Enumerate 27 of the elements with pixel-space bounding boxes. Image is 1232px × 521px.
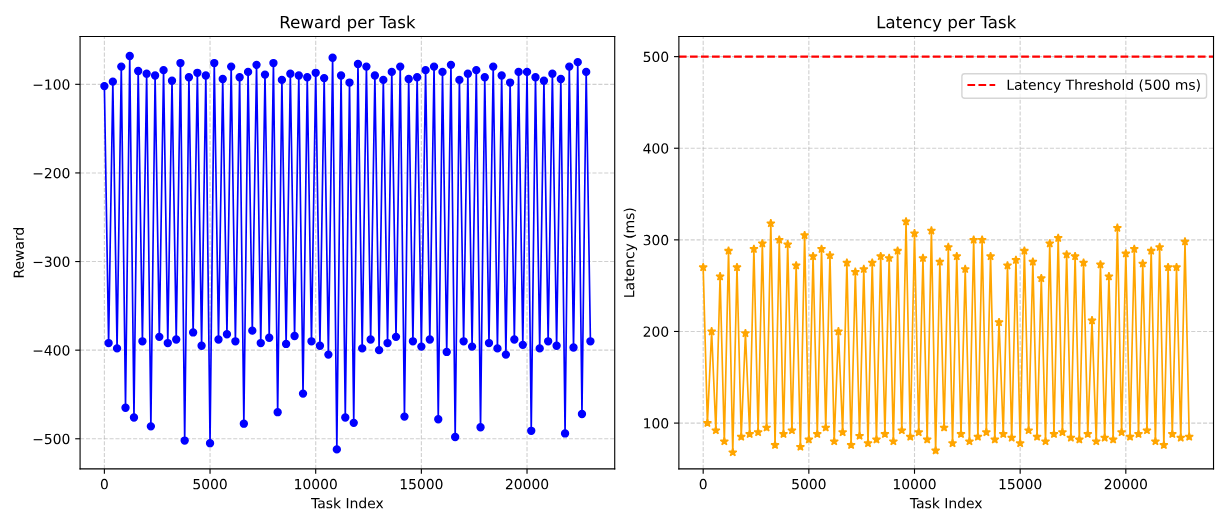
x-tick-label: 20000 [1104, 478, 1147, 490]
y-tick-label: −200 [33, 167, 70, 179]
y-tick-label: −100 [33, 79, 70, 90]
chart-title: Reward per Task [280, 15, 416, 32]
y-tick-label: 200 [643, 326, 669, 337]
x-tick-label: 0 [100, 478, 108, 490]
x-axis-title: Task Index [311, 497, 384, 509]
legend-label: Latency Threshold (500 ms) [1007, 79, 1200, 93]
y-tick-label: −400 [33, 345, 70, 356]
y-tick-label: 500 [643, 51, 669, 63]
y-axis-title: Reward [13, 228, 24, 278]
x-tick-label: 0 [699, 478, 707, 490]
y-tick-label: 100 [644, 418, 669, 429]
x-tick-label: 15000 [400, 478, 443, 490]
x-tick-label: 10000 [295, 478, 337, 490]
x-tick-label: 5000 [193, 478, 227, 490]
x-tick-label: 10000 [893, 478, 936, 490]
y-tick-label: −300 [33, 256, 70, 268]
y-tick-label: 300 [643, 234, 669, 246]
x-tick-label: 15000 [999, 478, 1042, 490]
x-axis-title: Task Index [909, 497, 983, 509]
y-tick-label: −500 [33, 433, 70, 445]
chart-title: Latency per Task [877, 15, 1017, 32]
y-axis-title: Latency (ms) [623, 208, 638, 297]
x-tick-label: 20000 [505, 478, 549, 490]
y-tick-label: 400 [643, 143, 669, 154]
x-tick-label: 5000 [792, 478, 826, 490]
